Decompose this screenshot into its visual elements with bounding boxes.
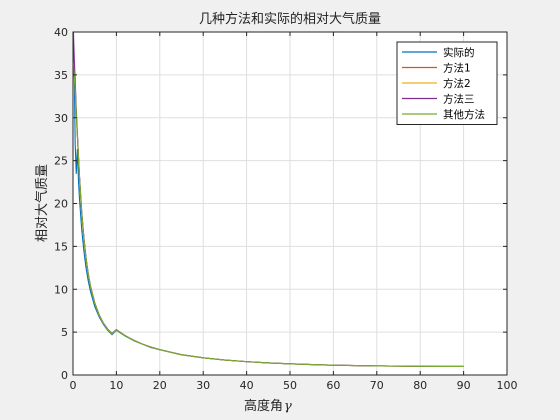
y-tick-label: 10 [54, 283, 68, 296]
legend-entry-label: 其他方法 [443, 108, 485, 121]
x-tick-label: 70 [370, 379, 384, 392]
x-tick-label: 100 [497, 379, 518, 392]
legend-entry-label: 方法1 [443, 62, 471, 75]
axis-ticks: 0 10 20 30 40 50 60 70 80 90 100 0 5 10 15 20 25 30 35 40 [54, 26, 518, 392]
x-tick-label: 60 [326, 379, 340, 392]
x-tick-label: 40 [240, 379, 254, 392]
y-tick-label: 35 [54, 69, 68, 82]
x-axis-symbol: γ [284, 399, 292, 414]
x-tick-label: 90 [457, 379, 471, 392]
series-line-5 [72, 66, 464, 367]
legend-entry-label: 方法三 [443, 93, 475, 106]
y-tick-label: 20 [54, 198, 68, 211]
x-tick-label: 30 [196, 379, 210, 392]
x-tick-label: 0 [70, 379, 77, 392]
x-tick-label: 50 [283, 379, 297, 392]
series-lines [72, 31, 464, 367]
legend-entry-label: 方法2 [443, 77, 471, 90]
x-tick-label: 20 [153, 379, 167, 392]
legend-entry-label: 实际的 [443, 46, 475, 59]
x-axis-label: 高度角 [244, 398, 283, 414]
y-tick-label: 30 [54, 112, 68, 125]
x-tick-label: 80 [413, 379, 427, 392]
y-tick-label: 25 [54, 155, 68, 168]
y-tick-label: 40 [54, 26, 68, 39]
y-tick-label: 0 [61, 369, 68, 382]
y-tick-label: 15 [54, 240, 68, 253]
y-tick-label: 5 [61, 326, 68, 339]
chart-title: 几种方法和实际的相对大气质量 [199, 11, 381, 27]
x-tick-label: 10 [109, 379, 123, 392]
y-axis-label: 相对大气质量 [34, 164, 50, 242]
